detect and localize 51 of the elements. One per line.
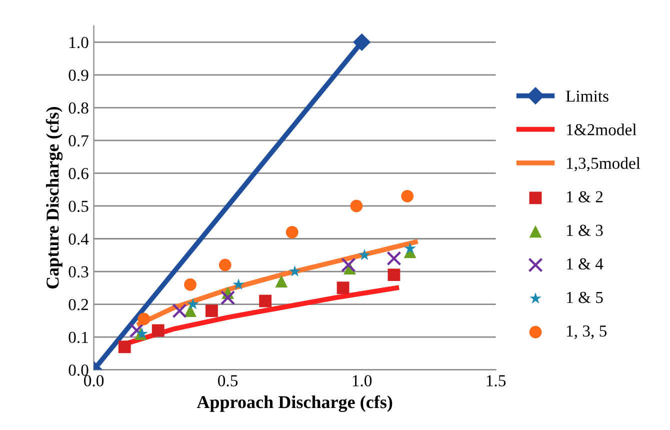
y-tick-label: 0.2 [68, 298, 88, 310]
legend-label: 1&2model [566, 124, 636, 136]
x-axis-title: Approach Discharge (cfs) [196, 395, 392, 412]
y-axis-title: Capture Discharge (cfs) [46, 106, 63, 289]
legend-label: 1 & 4 [566, 258, 604, 270]
x-tick-label: 1.5 [486, 375, 506, 386]
point [184, 278, 196, 291]
legend-label: 1,3,5model [566, 157, 640, 172]
legend-label: 1 & 3 [566, 224, 603, 236]
point [220, 290, 236, 306]
point [218, 258, 232, 272]
point [286, 226, 298, 238]
point [341, 258, 356, 272]
y-tick-label: 0.7 [68, 135, 88, 146]
y-tick-label: 1.0 [70, 36, 88, 48]
legend-label: Limits [566, 90, 608, 102]
line-series [136, 240, 418, 326]
point [152, 324, 164, 337]
point [172, 304, 187, 318]
point [386, 251, 402, 266]
y-tick-label: 0.5 [68, 200, 88, 212]
point [288, 265, 301, 277]
point [187, 298, 199, 310]
legend-label: 1 & 5 [566, 292, 603, 304]
point [336, 282, 350, 294]
legend-label: 1, 3, 5 [566, 325, 607, 340]
point [184, 304, 196, 318]
y-tick-label: 0.3 [68, 266, 88, 278]
point [353, 34, 370, 51]
x-tick-label: 1.0 [352, 375, 372, 386]
y-tick-label: 0.0 [68, 364, 88, 376]
y-tick-label: 0.8 [68, 102, 88, 114]
point [404, 242, 416, 254]
point [275, 275, 288, 288]
point [129, 323, 144, 338]
y-tick-label: 0.9 [68, 70, 88, 81]
x-tick-label: 0.5 [218, 375, 238, 386]
point [388, 268, 400, 281]
point [358, 248, 370, 260]
y-tick-label: 0.1 [68, 332, 88, 344]
point [138, 312, 150, 326]
point [206, 304, 218, 318]
point [350, 200, 363, 212]
legend-label: 1 & 2 [566, 191, 603, 202]
y-tick-label: 0.4 [68, 233, 89, 245]
point [259, 294, 272, 308]
point [232, 278, 244, 290]
point [401, 190, 414, 202]
y-tick-label: 0.6 [68, 168, 88, 180]
x-tick-label: 0.0 [84, 375, 104, 386]
point [118, 340, 131, 354]
